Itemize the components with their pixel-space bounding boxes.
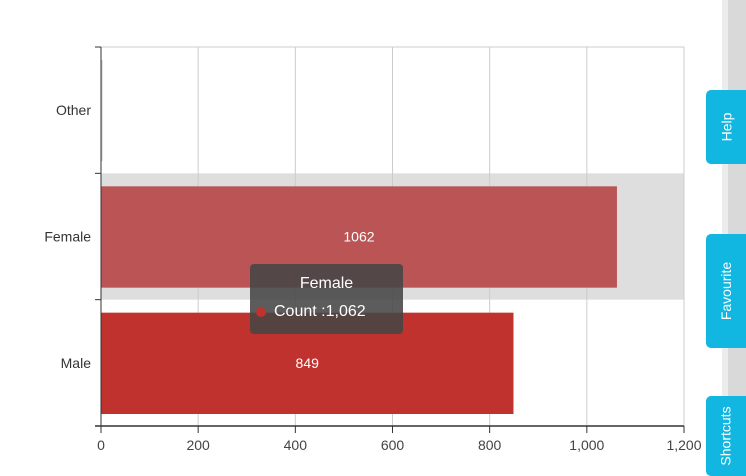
- bar-value-label: 849: [296, 355, 320, 371]
- x-tick-label: 0: [97, 437, 105, 453]
- help-tab[interactable]: Help: [706, 90, 746, 164]
- x-tick-label: 1,200: [666, 437, 701, 453]
- bar-value-label: 1062: [343, 229, 374, 245]
- category-label: Female: [44, 229, 91, 245]
- x-tick-label: 1,000: [569, 437, 604, 453]
- shortcuts-tab-label: Shortcuts: [718, 406, 735, 466]
- category-label: Other: [56, 102, 91, 118]
- x-tick-label: 200: [186, 437, 210, 453]
- x-tick-label: 600: [381, 437, 405, 453]
- favourite-tab-label: Favourite: [718, 261, 735, 321]
- bar-chart: 0 200 400 600 800 1,000 1,200 Other Female 1062 Ma…: [44, 46, 702, 453]
- bars-layer: [101, 60, 617, 414]
- help-tab-label: Help: [717, 112, 734, 142]
- chart-tooltip: Female Count : 1,062: [250, 264, 403, 334]
- tooltip-series-marker: [256, 307, 266, 317]
- side-panel-strip: [722, 0, 746, 464]
- axis-layer: [95, 46, 685, 433]
- tooltip-series-name: Count :: [274, 303, 326, 320]
- shortcuts-tab[interactable]: Shortcuts: [706, 396, 746, 476]
- category-label: Male: [61, 355, 92, 371]
- bar-other: [101, 60, 103, 162]
- favourite-tab[interactable]: Favourite: [706, 234, 746, 348]
- side-panel-scrollbar[interactable]: [722, 0, 728, 464]
- x-tick-label: 400: [284, 437, 308, 453]
- labels-layer: 0 200 400 600 800 1,000 1,200 Other Female 1062 Ma…: [44, 102, 701, 453]
- tooltip-row: Count : 1,062: [256, 303, 366, 321]
- tooltip-value: 1,062: [325, 303, 366, 320]
- tooltip-title: Female: [299, 275, 354, 292]
- x-tick-label: 800: [478, 437, 502, 453]
